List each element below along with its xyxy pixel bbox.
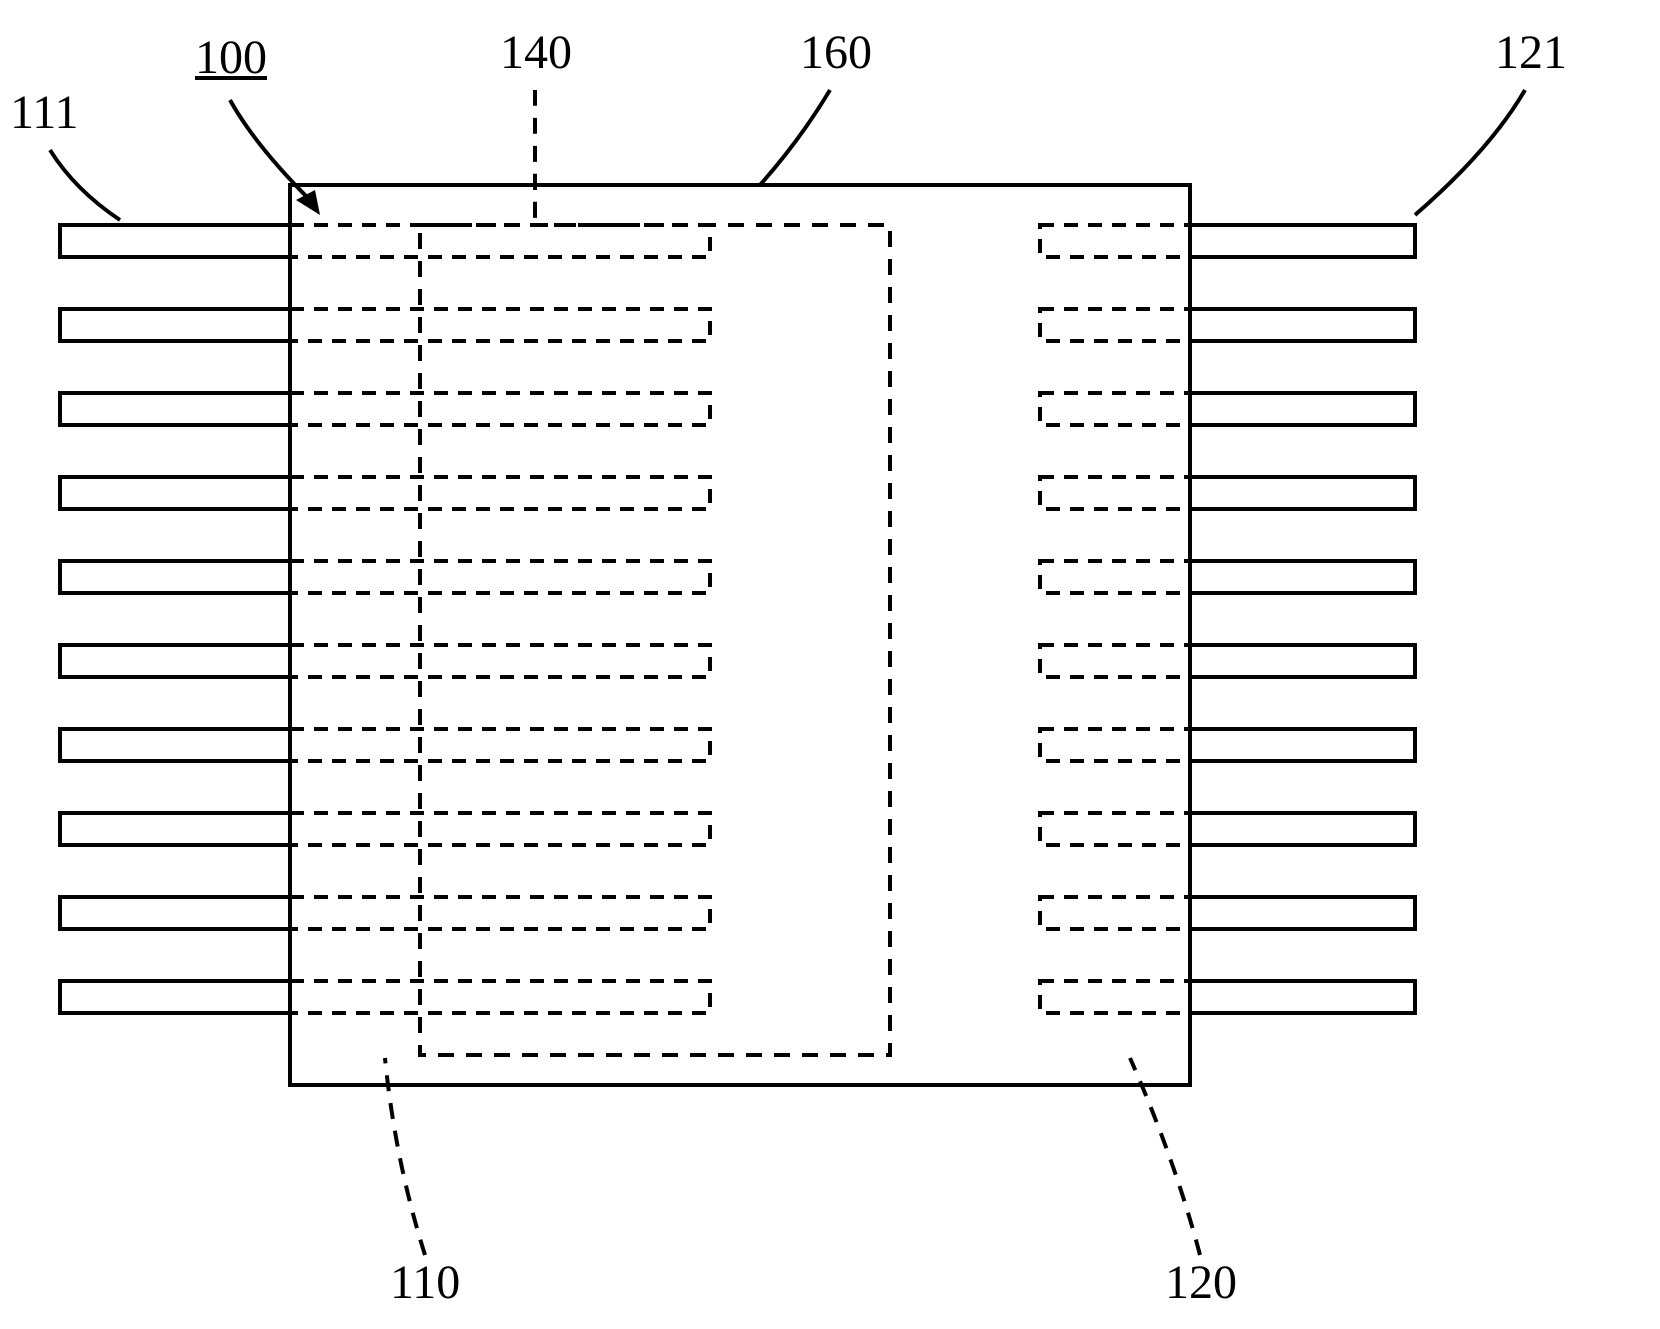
right-outer-pins	[1190, 225, 1415, 1013]
label-111: 111	[10, 85, 78, 140]
arrowhead-100	[296, 190, 320, 215]
leader-111	[50, 150, 120, 220]
left-outer-pins	[60, 225, 290, 1013]
right-inner-pins	[1040, 225, 1190, 1013]
leader-120	[1130, 1058, 1200, 1255]
label-100: 100	[195, 30, 267, 85]
left-inner-pins	[290, 225, 710, 1013]
label-140: 140	[500, 25, 572, 80]
leader-110	[385, 1058, 425, 1255]
ic-package-diagram: 100 140 160 121 111 110 120	[0, 0, 1660, 1329]
leader-100	[230, 100, 310, 200]
leader-121	[1415, 90, 1525, 215]
package-body	[290, 185, 1190, 1085]
label-120: 120	[1165, 1255, 1237, 1310]
label-160: 160	[800, 25, 872, 80]
leader-160	[760, 90, 830, 185]
label-110: 110	[390, 1255, 460, 1310]
label-121: 121	[1495, 25, 1567, 80]
diagram-svg	[0, 0, 1660, 1329]
